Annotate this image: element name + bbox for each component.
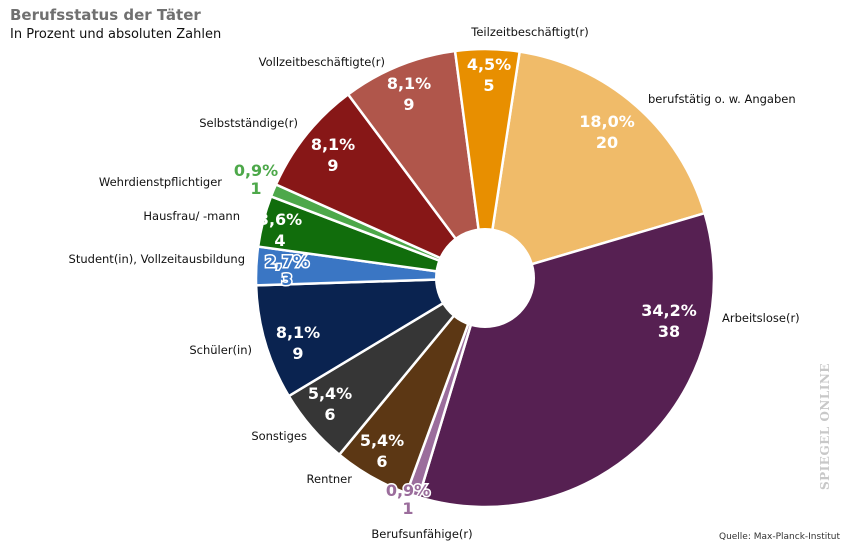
category-label: berufstätig o. w. Angaben [648,92,796,106]
percent-label: 0,9% [234,161,278,180]
category-label: Wehrdienstpflichtiger [99,175,222,189]
percent-label: 0,9% [386,481,430,500]
percent-label: 8,1% [387,74,431,93]
category-label: Schüler(in) [189,343,252,357]
percent-label: 5,4% [360,431,404,450]
count-label: 9 [292,344,303,363]
watermark-logo: SPIEGEL ONLINE [818,362,832,490]
category-label: Berufsunfähige(r) [371,527,472,541]
count-label: 9 [403,95,414,114]
count-label: 9 [327,156,338,175]
category-label: Student(in), Vollzeitausbildung [69,252,245,266]
pie-slice [346,49,487,283]
percent-label: 8,1% [276,323,320,342]
percent-label: 8,1% [311,135,355,154]
percent-label: 2,7% [265,252,309,271]
category-label: Hausfrau/ -mann [143,209,240,223]
chart-title: Berufsstatus der Täter [10,6,201,24]
pie-slice [483,50,707,280]
count-label: 6 [376,452,387,471]
category-label: Arbeitslose(r) [722,311,800,325]
category-label: Selbstständige(r) [199,116,298,130]
category-label: Rentner [307,472,353,486]
count-label: 3 [281,270,292,289]
chart-subtitle: In Prozent und absoluten Zahlen [10,27,222,42]
percent-label: 18,0% [579,112,635,131]
pie-slice [453,47,522,279]
count-label: 1 [402,499,413,518]
count-label: 4 [274,231,285,250]
donut-hole [435,228,535,328]
count-label: 38 [658,322,680,341]
category-label: Teilzeitbeschäftigt(r) [470,25,588,39]
pie-slice [274,92,489,282]
count-label: 5 [483,76,494,95]
percent-label: 4,5% [467,55,511,74]
category-label: Sonstiges [251,429,307,443]
source-note: Quelle: Max-Planck-Institut [718,532,840,542]
pie-slice [254,276,490,398]
percent-label: 5,4% [308,384,352,403]
category-label: Vollzeitbeschäftigte(r) [259,55,385,69]
percent-label: 34,2% [641,301,697,320]
count-label: 1 [250,179,261,198]
count-label: 6 [324,405,335,424]
percent-label: 3,6% [258,210,302,229]
count-label: 20 [596,133,618,152]
